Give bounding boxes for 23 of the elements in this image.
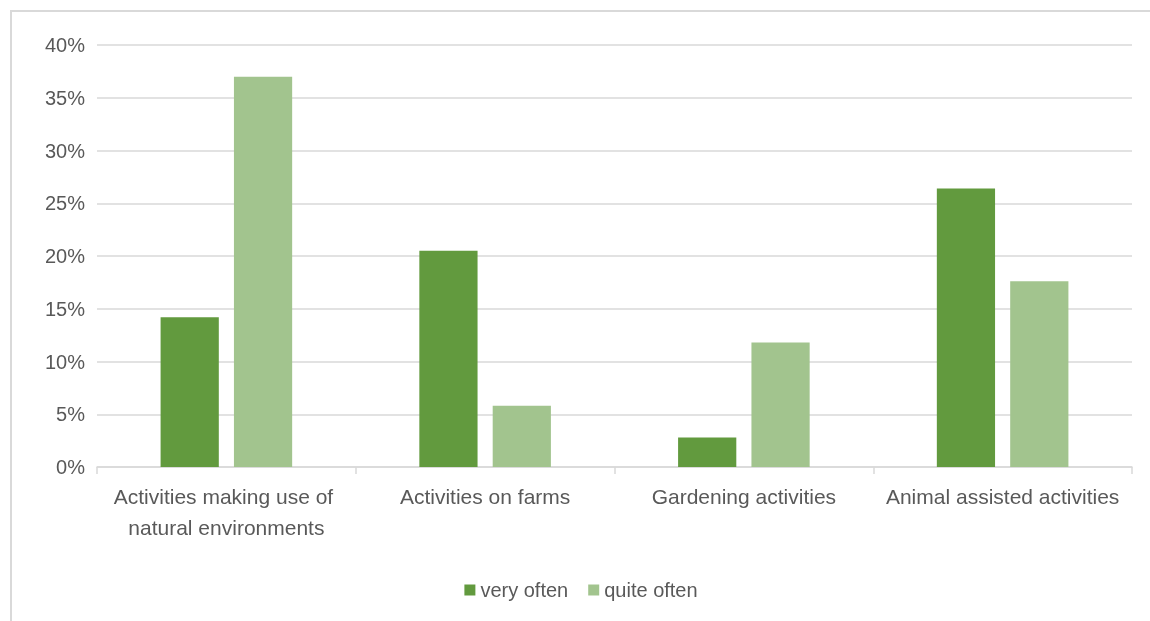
y-tick-label: 10% [44,350,86,373]
y-tick-label: 0% [56,456,86,478]
bar [1010,281,1069,467]
bar [419,250,478,467]
x-tick-label: Activities making use of natural environments [113,485,340,539]
x-tick-label: Activities on farms [399,485,571,508]
legend-label: quite often [604,579,698,601]
y-tick-label: 20% [44,245,86,267]
bar [936,188,996,467]
x-tick-label: Animal assisted activities [885,485,1120,508]
bar [678,437,737,467]
bar [233,76,293,467]
y-tick-label: 25% [44,192,86,215]
bar [751,342,810,467]
legend-label: very often [480,579,569,601]
x-tick-label: Gardening activities [651,485,837,508]
y-tick-label: 5% [56,403,86,426]
bar [492,405,551,467]
y-tick-label: 30% [44,139,86,162]
y-tick-label: 15% [44,297,86,320]
y-tick-label: 35% [44,86,86,109]
y-tick-label: 40% [44,34,86,56]
bar [160,317,219,467]
